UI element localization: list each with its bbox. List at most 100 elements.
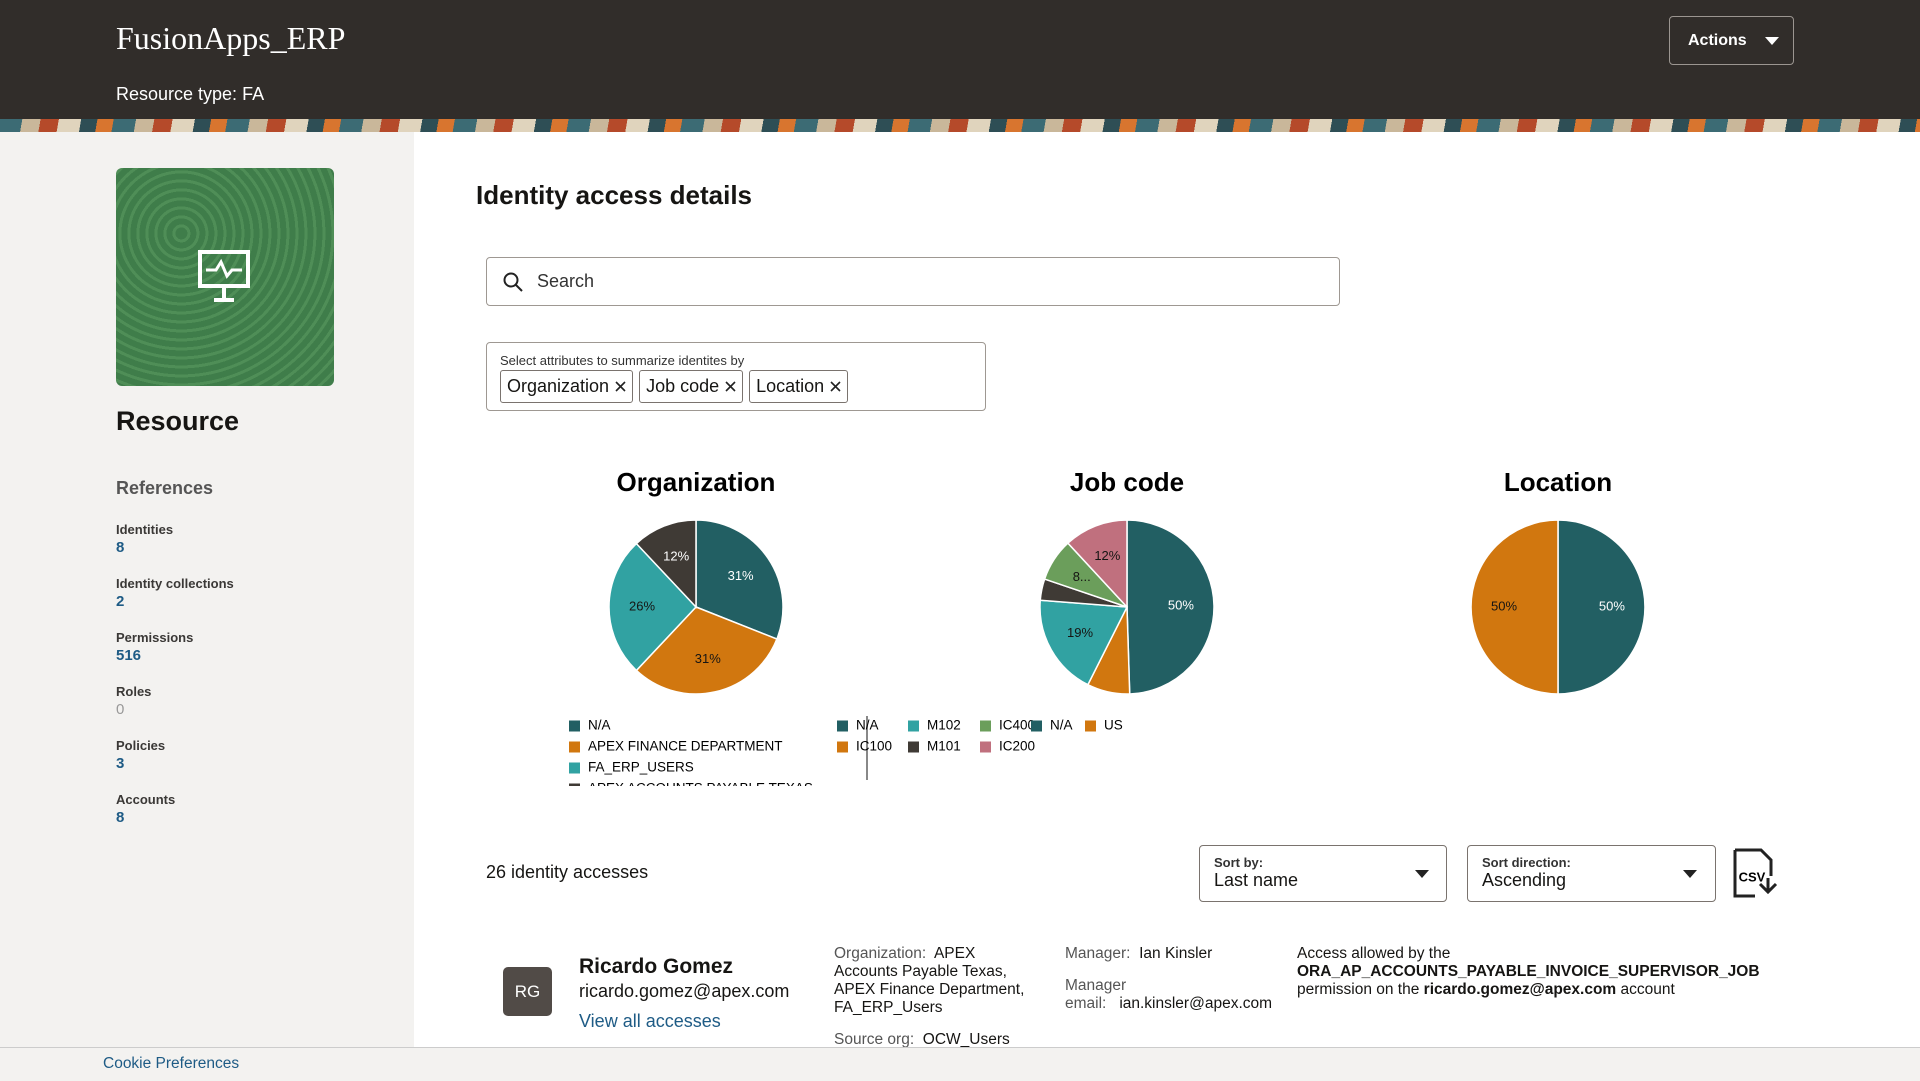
legend-swatch [908, 741, 919, 753]
chip-remove [615, 381, 626, 392]
legend-swatch [980, 720, 991, 732]
search-icon [503, 272, 523, 292]
resource-type: Resource type: FA [116, 84, 264, 105]
source-org-value: OCW_Users [922, 1031, 1010, 1048]
chart-title: Organization [617, 467, 776, 497]
csv-button[interactable]: CSV [1732, 848, 1780, 898]
legend-label: M102 [927, 718, 961, 733]
slice-label: 50% [1491, 598, 1517, 613]
access-text: account [1620, 981, 1675, 998]
pie-slice [1066, 519, 1128, 609]
record-manager: Manager: Ian Kinsler [1065, 945, 1212, 963]
resource-tile [116, 168, 334, 386]
legend-swatch [1085, 720, 1096, 732]
view-accesses-link[interactable]: View all accesses [579, 1011, 721, 1031]
chip[interactable]: Job code [639, 370, 744, 403]
header [0, 0, 1920, 119]
legend-swatch [1031, 720, 1042, 732]
legend-swatch [980, 741, 991, 753]
record-source-org: Source org: OCW_Users [834, 1031, 1010, 1049]
record-organization: Organization: APEX Accounts Payable Texa… [834, 945, 1034, 1017]
reference-label: Policies [116, 738, 166, 753]
access-account: ricardo.gomez@apex.com [1423, 981, 1617, 998]
reference-value: 0 [116, 701, 125, 718]
slice-label: 26% [629, 598, 655, 613]
legend-label: M101 [927, 739, 961, 754]
chip[interactable]: Location [749, 370, 849, 403]
search-box[interactable]: Search [486, 257, 1340, 306]
legend: N/A US [1031, 718, 1123, 733]
legend-label: US [1104, 718, 1123, 733]
legend-swatch [569, 741, 580, 753]
result-count: 26 identity accesses [486, 862, 649, 882]
reference-value: 8 [116, 809, 125, 826]
record-manager-email: Manager email: ian.kinsler@apex.com [1065, 977, 1295, 1013]
slice-label: 19% [1067, 625, 1093, 640]
cookie-link[interactable]: Cookie Preferences [103, 1055, 240, 1072]
csv-label: CSV [1739, 869, 1766, 884]
legend-label: FA_ERP_USERS [588, 760, 694, 775]
sort-direction-value: Ascending [1482, 870, 1567, 890]
slice-label: 31% [728, 568, 754, 583]
record-access: Access allowed by the ORA_AP_ACCOUNTS_PAY… [1297, 945, 1797, 999]
sort-by-label: Sort by: [1214, 855, 1264, 870]
slice-label: 8... [1073, 569, 1091, 584]
legend-swatch [569, 783, 580, 786]
legend: N/A APEX FINANCE DEPARTMENT FA_ERP_USERS AP… [569, 718, 813, 786]
reference-label: Roles [116, 684, 152, 699]
legend-label: N/A [1050, 718, 1073, 733]
legend-label: APEX FINANCE DEPARTMENT [588, 739, 783, 754]
caret [1415, 870, 1429, 878]
pie-slice [1039, 599, 1129, 686]
slice-label: 12% [663, 548, 689, 563]
chip-remove [725, 381, 736, 392]
source-org-label: Source org: [834, 1031, 915, 1048]
attribute-select[interactable]: Select attributes to summarize identites… [486, 342, 986, 411]
record-name: Ricardo Gomez [579, 955, 734, 978]
sidebar-title: Resource [116, 406, 240, 436]
legend-label: N/A [856, 718, 879, 733]
sort-direction[interactable]: Sort direction: Ascending [1467, 845, 1716, 902]
sort-by[interactable]: Sort by: Last name [1199, 845, 1447, 902]
organization-label: Organization: [834, 945, 927, 962]
organization-value: APEX Accounts Payable Texas, APEX Financ… [834, 945, 1025, 1016]
charts: Organization 31% 31% 26% 12% N/A APEX FINANCE … [569, 467, 1646, 786]
legend-swatch [569, 762, 580, 774]
legend-label: N/A [588, 718, 611, 733]
actions-button[interactable]: Actions [1669, 16, 1794, 65]
app-title: FusionApps_ERP [116, 20, 346, 56]
legend-swatch [908, 720, 919, 732]
x-icon [615, 381, 626, 392]
resource-type-label: Resource type: [116, 84, 238, 104]
chips: Organization Job code Location [500, 370, 985, 403]
chip[interactable]: Organization [500, 370, 634, 403]
reference-label: Identity collections [116, 576, 234, 591]
resource-type-value: FA [242, 84, 265, 104]
chip-label: Organization [507, 376, 610, 396]
pie-slice [1557, 519, 1646, 695]
chip-label: Location [756, 376, 825, 396]
pie-slice [635, 519, 697, 609]
legend-swatch [837, 741, 848, 753]
avatar: RG [503, 967, 552, 1016]
references-title: References [116, 478, 214, 498]
legend-label: IC200 [999, 739, 1035, 754]
header-band [0, 119, 1920, 132]
reference-value: 3 [116, 755, 125, 772]
reference-value: 516 [116, 647, 142, 664]
x-icon [725, 381, 736, 392]
footer [0, 1047, 1920, 1081]
pie-slice [695, 519, 784, 641]
sort-direction-label: Sort direction: [1482, 855, 1571, 870]
actions-label: Actions [1688, 31, 1747, 49]
access-permission: ORA_AP_ACCOUNTS_PAYABLE_INVOICE_SUPERVIS… [1297, 963, 1760, 980]
page-title: Identity access details [476, 180, 753, 210]
pie-slice [1126, 519, 1215, 695]
record-email: ricardo.gomez@apex.com [579, 981, 790, 1001]
slice-label: 50% [1599, 598, 1625, 613]
chart-title: Job code [1070, 467, 1184, 497]
chip-label: Job code [646, 376, 720, 396]
manager-label: Manager: [1065, 945, 1131, 962]
caret [1764, 36, 1779, 45]
